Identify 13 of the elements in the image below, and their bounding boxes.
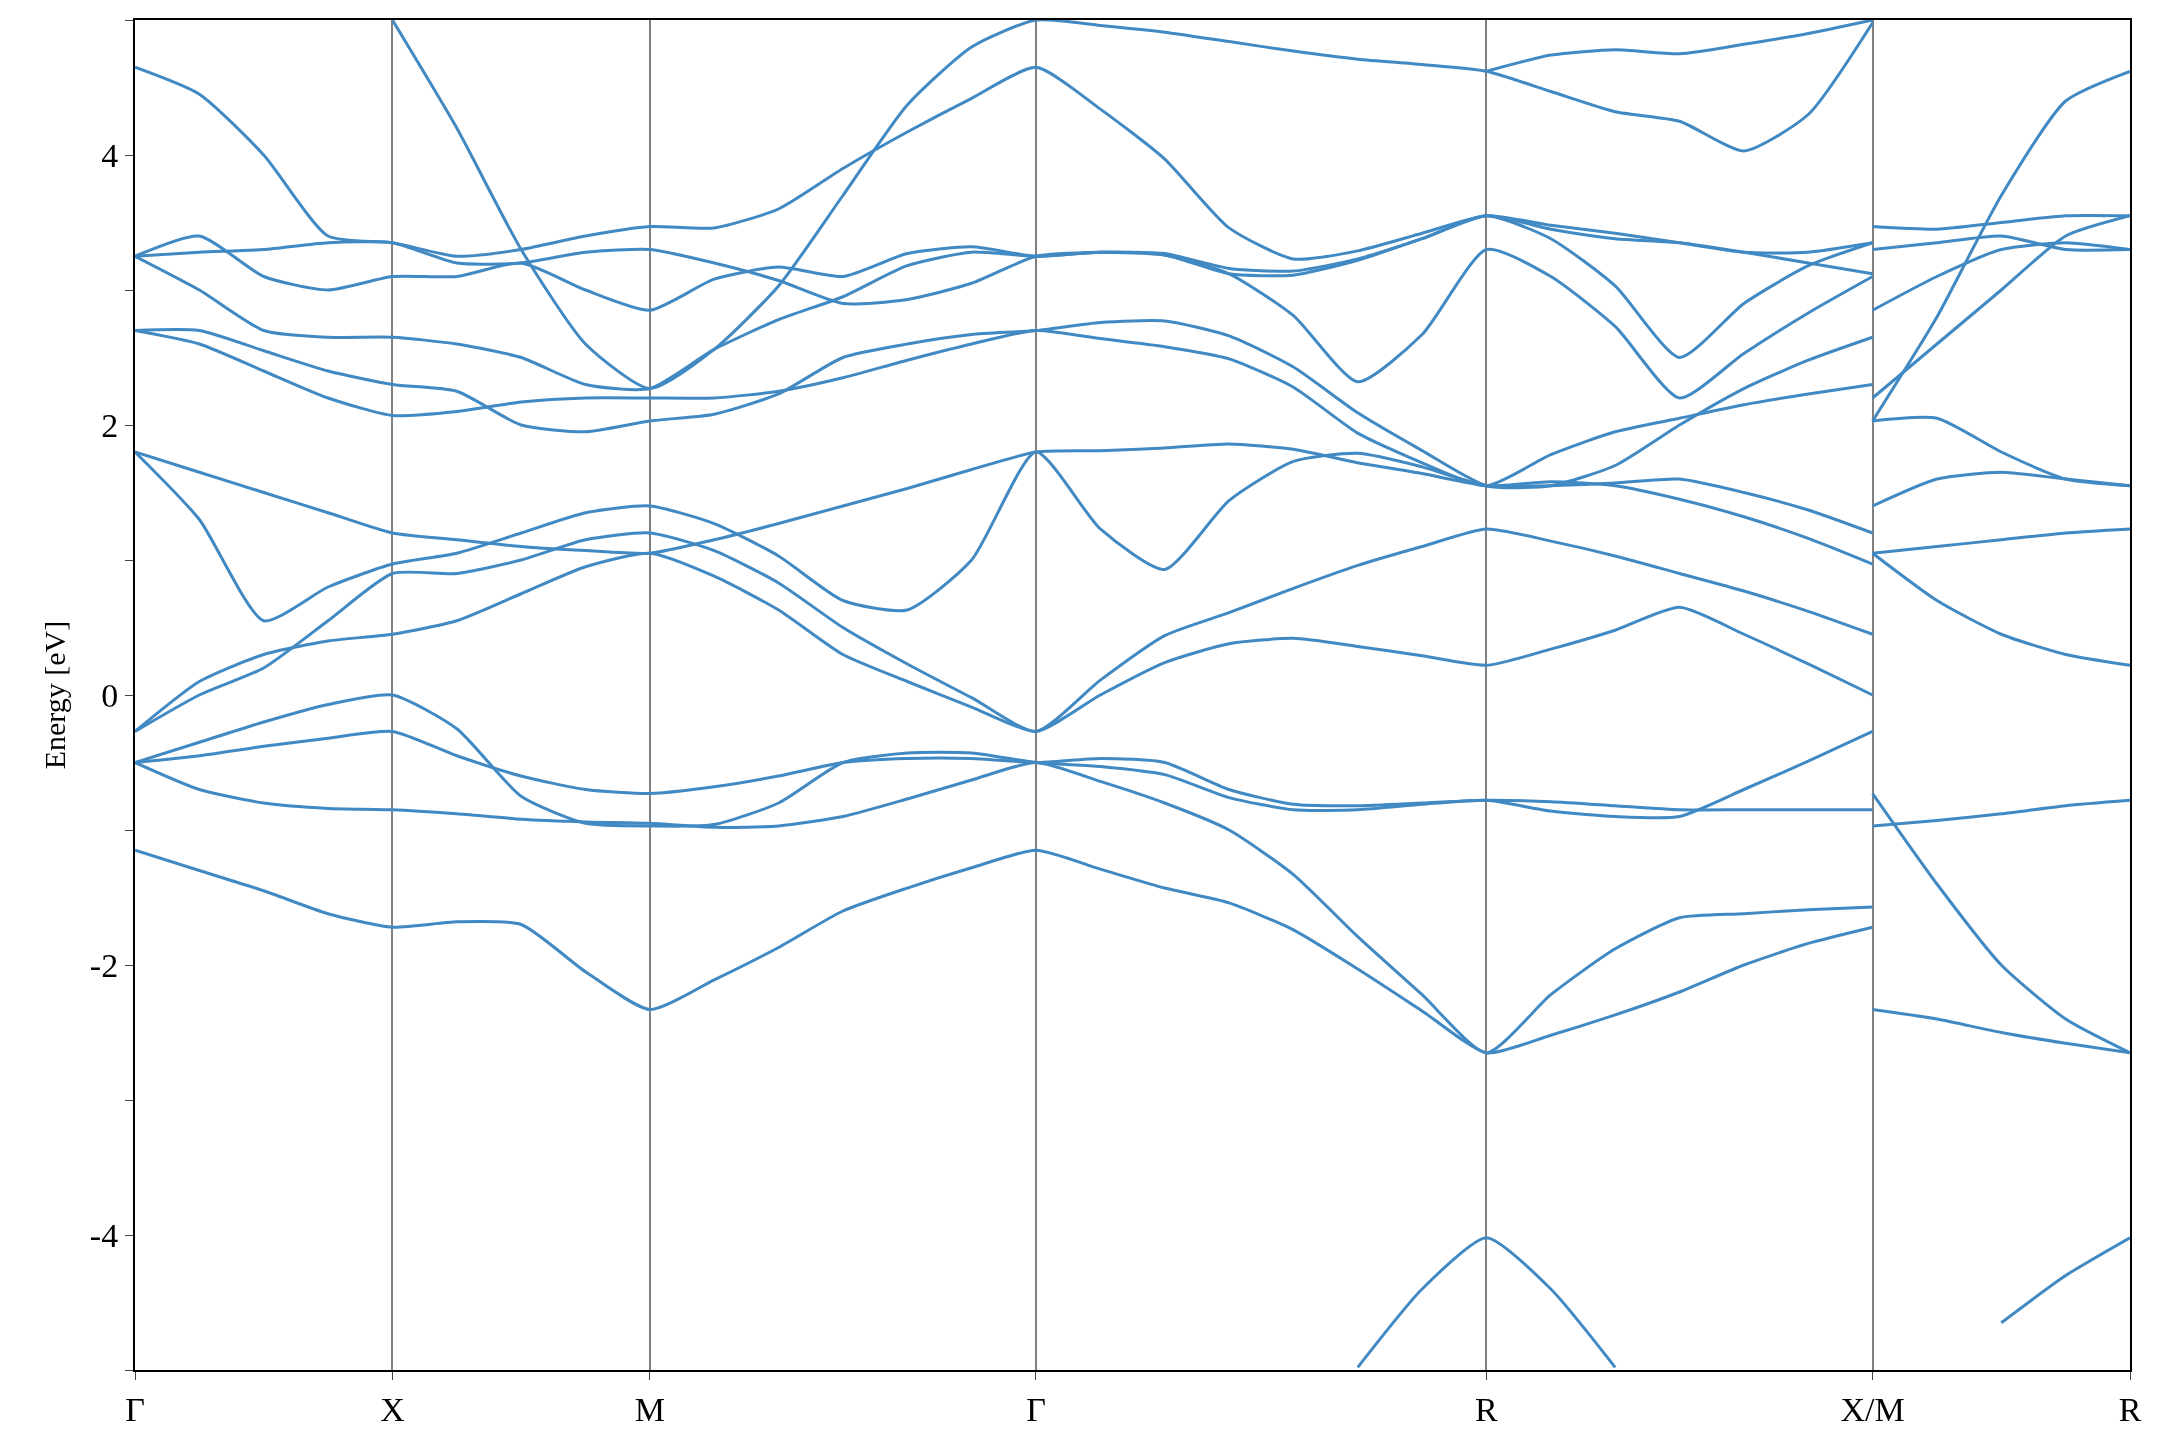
x-tick-label: M [634, 1390, 665, 1428]
y-axis-title: Energy [eV] [38, 620, 72, 770]
y-tick-label: 0 [101, 676, 119, 714]
x-tick-label: Γ [1026, 1390, 1046, 1428]
y-tick-label: -4 [89, 1216, 119, 1254]
x-tick-label: R [1475, 1390, 1499, 1428]
y-tick-label: 4 [101, 136, 119, 174]
x-tick-label: R [2118, 1390, 2142, 1428]
y-tick-label: -2 [89, 946, 119, 984]
x-tick-label: X [380, 1390, 405, 1428]
x-tick-label: Γ [125, 1390, 145, 1428]
y-tick-label: 2 [101, 406, 119, 444]
x-tick-label: X/M [1840, 1390, 1905, 1428]
